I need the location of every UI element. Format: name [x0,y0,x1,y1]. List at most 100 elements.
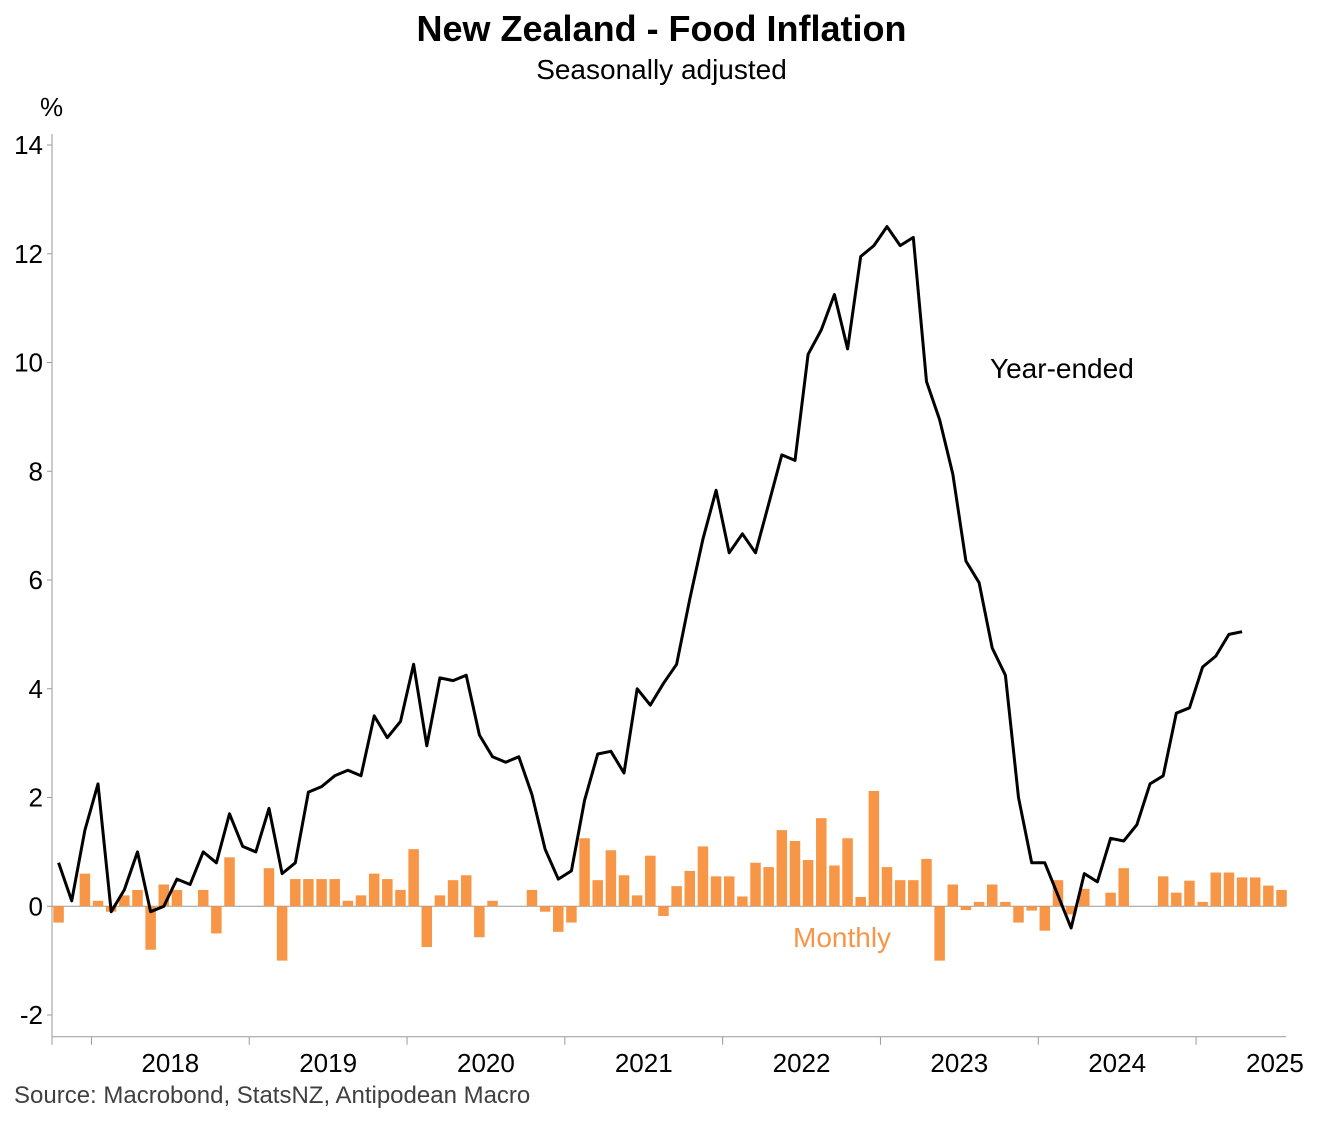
year-ended-line [57,225,1243,930]
monthly-bar [1276,889,1287,907]
monthly-bar [1249,877,1261,907]
x-tick-label: 2018 [141,1048,199,1078]
monthly-bar [526,889,538,907]
monthly-bar [395,889,406,907]
monthly-bar [710,876,722,907]
monthly-bar [618,875,630,907]
monthly-bar [171,889,183,907]
x-tick-label: 2022 [773,1048,831,1078]
monthly-bar [263,868,275,907]
monthly-bar [816,818,827,907]
monthly-bar [158,884,170,907]
monthly-bar [592,880,603,907]
monthly-bar [566,906,577,923]
monthly-bar [921,858,932,907]
monthly-bar [1263,885,1274,907]
y-tick-label: -2 [20,1000,43,1030]
monthly-bar [460,875,472,907]
monthly-bar [947,884,959,907]
monthly-bar [605,850,617,907]
y-tick-label: 10 [14,348,43,378]
monthly-bar [631,895,643,907]
monthly-bar [750,862,761,907]
monthly-bar [763,867,774,907]
monthly-bar [1013,906,1024,923]
source-note: Source: Macrobond, StatsNZ, Antipodean M… [14,1082,531,1109]
monthly-bar [881,867,893,907]
monthly-bar [553,906,564,932]
monthly-bar [1184,880,1195,907]
monthly-bar [132,889,143,907]
monthly-bar [802,860,814,907]
monthly-bar [776,830,788,907]
monthly-bar [1223,872,1235,907]
monthly-bar [973,901,985,907]
monthly-bar [1039,906,1051,931]
monthly-bar [316,879,327,907]
monthly-bar [908,880,919,907]
monthly-bar [421,906,433,948]
monthly-bar [1000,901,1011,907]
x-tick-label: 2019 [299,1048,357,1078]
monthly-bar [671,886,682,907]
y-tick-label: 8 [29,456,43,486]
monthly-label: Monthly [793,922,891,953]
monthly-bar [368,873,380,907]
monthly-bar [737,896,748,907]
monthly-bar [92,900,104,907]
monthly-bar [697,846,709,907]
monthly-bar [789,841,801,907]
monthly-bar [79,873,91,907]
monthly-bar [960,906,972,911]
monthly-bar [829,865,840,907]
y-tick-label: 12 [14,239,43,269]
y-tick-label: 0 [29,891,43,921]
y-tick-label: 6 [29,565,43,595]
monthly-bar [303,879,314,907]
monthly-bar [224,857,235,907]
monthly-bar [276,906,288,961]
monthly-bar [1079,888,1090,907]
y-axis: -2 0 2 4 6 8 10 12 14 [14,130,53,1037]
monthly-bar [211,906,222,934]
monthly-bar [474,906,485,938]
monthly-bar [1065,906,1077,915]
y-tick-label: 4 [29,674,43,704]
monthly-bar [868,790,880,907]
monthly-bar [658,906,669,917]
chart-subtitle: Seasonally adjusted [536,54,787,85]
monthly-bar [290,879,301,907]
monthly-bar [1026,906,1037,911]
monthly-bar [145,906,156,950]
y-tick-label: 2 [29,783,43,813]
monthly-bars [53,790,1287,961]
monthly-bar [53,906,64,923]
x-tick-label: 2024 [1088,1048,1146,1078]
monthly-bar [382,879,393,907]
y-axis-unit-label: % [40,92,63,122]
monthly-bar [329,879,340,907]
x-tick-label: 2021 [615,1048,673,1078]
monthly-bar [894,880,906,907]
monthly-bar [487,900,498,907]
monthly-bar [934,906,945,961]
x-tick-label: 2023 [930,1048,988,1078]
monthly-bar [842,838,853,907]
monthly-bar [1210,872,1222,907]
monthly-bar [539,906,551,912]
monthly-bar [197,889,209,907]
x-tick-label: 2025 [1246,1048,1304,1078]
chart-title: New Zealand - Food Inflation [416,8,907,49]
monthly-bar [645,855,656,907]
x-tick-label: 2020 [457,1048,515,1078]
monthly-bar [684,870,696,907]
y-tick-label: 14 [14,130,43,160]
monthly-bar [1105,892,1116,907]
monthly-bar [447,880,459,907]
monthly-bar [342,900,354,907]
monthly-bar [408,849,419,907]
monthly-bar [723,876,735,907]
monthly-bar [119,895,130,907]
x-axis: 2018 2019 2020 2021 2022 2023 2024 2025 [51,905,1304,1078]
